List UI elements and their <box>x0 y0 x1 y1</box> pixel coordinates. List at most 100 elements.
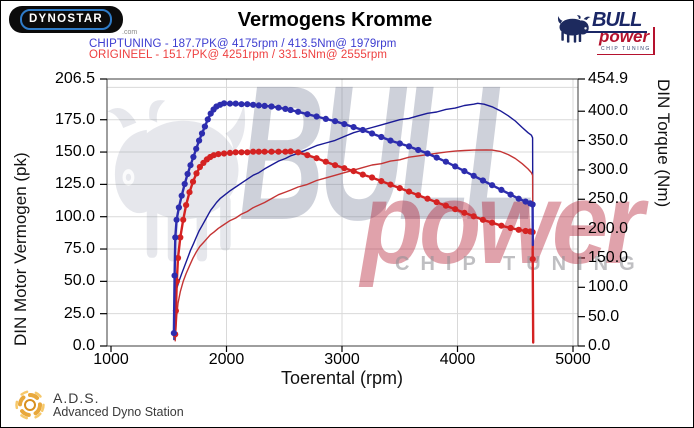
curve-marker <box>350 124 357 131</box>
curve-marker <box>442 202 449 209</box>
y-right-tick-label: 0.0 <box>588 337 611 354</box>
origineel-result-line: ORIGINEEL - 151.7PK@ 4251rpm / 331.5Nm@ … <box>89 49 388 61</box>
curve-marker <box>350 168 357 175</box>
y-left-tick-label: 175.0 <box>54 110 95 128</box>
curve-marker <box>238 149 245 156</box>
curve-marker <box>415 192 422 199</box>
dynostar-logo: DYNOSTAR <box>9 6 123 33</box>
curve-marker <box>201 123 208 130</box>
curve-marker <box>529 201 536 208</box>
curve-marker <box>226 100 234 107</box>
ads-full-name: Advanced Dyno Station <box>53 405 184 419</box>
curve-marker <box>387 181 394 188</box>
bull-logo-rule <box>585 31 647 33</box>
curve-marker <box>515 226 522 233</box>
x-tick-label: 4000 <box>439 351 476 368</box>
curve-marker <box>304 111 311 118</box>
curve-marker <box>196 163 203 171</box>
curve-marker <box>461 209 468 216</box>
curve-marker <box>470 172 477 179</box>
curve-marker <box>522 227 529 235</box>
curve-marker <box>187 162 194 169</box>
y-right-tick-label: 454.9 <box>588 70 629 87</box>
curve-marker <box>196 137 203 144</box>
curve-marker <box>396 140 403 147</box>
x-axis-title: Toerental (rpm) <box>280 368 404 388</box>
curve-marker <box>173 216 180 223</box>
curve-marker <box>424 150 431 157</box>
curve-marker <box>396 185 403 192</box>
curve-marker <box>198 130 206 137</box>
y-left-tick-label: 0.0 <box>72 337 95 354</box>
curve-marker <box>489 182 496 189</box>
curve-marker <box>461 168 468 175</box>
curve-marker <box>332 118 339 125</box>
ads-abbreviation: A.D.S. <box>53 390 100 406</box>
bull-icon <box>557 15 591 43</box>
curve-chiptuning-vermogen-pk- <box>173 102 534 341</box>
curve-marker <box>322 115 329 122</box>
curve-marker <box>368 130 376 137</box>
curve-marker <box>368 174 376 181</box>
y-right-tick-label: 100.0 <box>588 278 629 296</box>
bull-logo-power-box: power CHIP TUNING <box>597 27 655 55</box>
curve-marker <box>341 165 348 172</box>
y-left-tick-label: 100.0 <box>54 207 95 225</box>
curve-marker <box>452 163 459 170</box>
curve-marker <box>204 116 211 123</box>
curve-marker <box>387 137 394 144</box>
curve-marker <box>507 191 514 198</box>
curve-marker <box>268 148 275 155</box>
curve-marker <box>295 149 302 156</box>
curve-marker <box>250 148 257 155</box>
curve-marker <box>193 145 200 152</box>
curve-marker <box>378 178 385 185</box>
curve-marker <box>287 106 294 114</box>
curve-marker <box>479 216 486 223</box>
curve-marker <box>295 108 302 115</box>
curve-marker <box>378 133 385 141</box>
y-axis-left-title: DIN Motor Vermogen (pk) <box>11 152 30 346</box>
curve-marker <box>275 104 282 111</box>
curve-marker <box>174 254 182 262</box>
curve-marker <box>186 189 193 196</box>
y-axis-right-title: DIN Torque (Nm) <box>654 79 673 208</box>
curve-marker <box>452 206 459 213</box>
curve-origineel-koppel-nm- <box>173 150 535 344</box>
curve-marker <box>313 155 320 162</box>
y-left-tick-label: 50.0 <box>63 272 95 290</box>
bull-logo-chip-text: CHIP TUNING <box>601 46 651 52</box>
curve-marker <box>170 330 177 337</box>
curve-marker <box>322 158 329 165</box>
dynostar-logo-text: DYNOSTAR <box>19 9 113 30</box>
curve-marker <box>221 150 228 157</box>
curve-marker <box>507 224 514 232</box>
curve-marker <box>498 186 505 193</box>
curve-marker <box>433 154 440 161</box>
y-left-tick-label: 206.5 <box>54 70 95 87</box>
curve-marker <box>332 162 339 169</box>
curve-marker <box>359 126 366 134</box>
curve-marker <box>261 148 268 155</box>
curve-marker <box>190 153 197 161</box>
curve-marker <box>405 188 413 195</box>
curve-marker <box>244 101 251 108</box>
y-right-tick-label: 400.0 <box>588 102 629 120</box>
curve-marker <box>304 152 311 159</box>
y-right-tick-label: 250.0 <box>588 190 629 208</box>
y-left-tick-label: 25.0 <box>63 304 95 322</box>
curve-marker <box>189 178 197 185</box>
curve-marker <box>479 177 486 184</box>
y-right-tick-label: 300.0 <box>588 160 629 178</box>
curve-marker <box>226 149 234 156</box>
bullpower-logo: BULL power CHIP TUNING <box>557 5 655 55</box>
curve-marker <box>178 192 185 199</box>
y-left-tick-label: 125.0 <box>54 175 95 193</box>
y-left-tick-label: 150.0 <box>54 143 95 161</box>
curve-marker <box>232 100 239 107</box>
curve-marker <box>442 158 449 165</box>
curve-marker <box>282 148 289 155</box>
y-right-tick-label: 150.0 <box>588 248 629 266</box>
curve-marker <box>221 100 228 107</box>
